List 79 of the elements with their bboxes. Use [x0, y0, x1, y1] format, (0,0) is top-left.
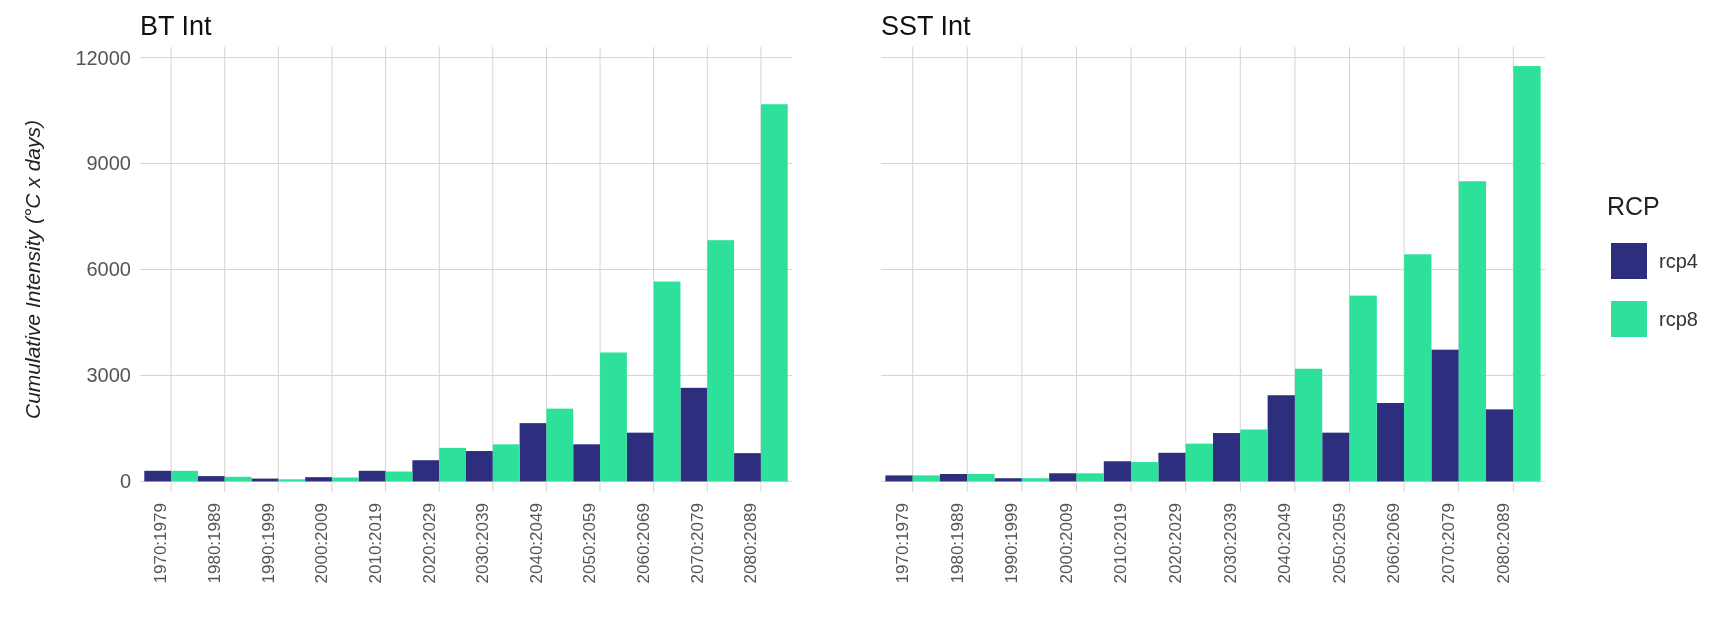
chart-title: SST Int [881, 11, 972, 41]
y-tick-label: 9000 [86, 152, 131, 175]
bar [1376, 403, 1405, 482]
bar [305, 477, 332, 482]
bar [1021, 478, 1050, 482]
bar [600, 352, 627, 482]
bar [1076, 473, 1104, 482]
x-tick-label: 2080:2089 [1493, 503, 1513, 584]
bar [734, 453, 761, 482]
bar [1103, 461, 1132, 482]
bar [358, 470, 386, 482]
x-tick-label: 1990:1999 [1002, 503, 1022, 584]
bar [939, 473, 968, 482]
x-tick-label: 2040:2049 [1275, 503, 1295, 584]
x-tick-label: 2070:2079 [687, 503, 707, 584]
bar [412, 460, 440, 482]
bar [1431, 349, 1459, 482]
bar [1213, 433, 1241, 482]
bar [1049, 473, 1077, 482]
bar [653, 281, 681, 482]
bar [1322, 432, 1350, 482]
x-tick-label: 2060:2069 [634, 503, 654, 584]
x-tick-label: 2050:2059 [580, 503, 600, 584]
bar [1349, 295, 1377, 482]
x-tick-label: 2000:2009 [1056, 503, 1076, 584]
bar [171, 470, 198, 482]
bar [144, 470, 172, 482]
x-tick-label: 2010:2019 [1111, 503, 1131, 584]
y-tick-label: 3000 [86, 364, 131, 387]
bar [1294, 368, 1323, 482]
bar [466, 451, 493, 482]
x-tick-label: 2010:2019 [365, 503, 385, 584]
x-tick-label: 1990:1999 [258, 503, 278, 584]
x-tick-label: 1970:1979 [151, 503, 171, 584]
y-axis-title: Cumulative Intensity (°C x days) [21, 120, 44, 419]
y-tick-label: 6000 [86, 258, 131, 281]
bar [994, 478, 1022, 482]
x-tick-label: 2020:2029 [1166, 503, 1186, 584]
bar [1131, 461, 1159, 482]
bar [707, 240, 735, 482]
x-tick-label: 2000:2009 [312, 503, 332, 584]
bar [278, 479, 306, 482]
x-tick-label: 2080:2089 [741, 503, 761, 584]
bar [573, 444, 601, 482]
bar [1404, 254, 1432, 482]
legend-title: RCP [1607, 192, 1660, 220]
y-tick-label: 12000 [75, 46, 131, 69]
x-tick-label: 1980:1989 [205, 503, 225, 584]
x-tick-label: 2040:2049 [526, 503, 546, 584]
bar [967, 473, 995, 482]
x-tick-label: 2030:2039 [1220, 503, 1240, 584]
bar [680, 387, 708, 482]
chart-title: BT Int [140, 11, 213, 41]
x-tick-label: 2030:2039 [473, 503, 493, 584]
bar [1267, 395, 1295, 482]
bar [912, 475, 940, 482]
x-tick-label: 1970:1979 [893, 503, 913, 584]
bar [1513, 66, 1541, 482]
bar [492, 444, 520, 482]
bar [546, 408, 574, 482]
bar [1458, 181, 1487, 482]
x-tick-label: 2070:2079 [1439, 503, 1459, 584]
x-tick-label: 1980:1989 [947, 503, 967, 584]
bar [760, 104, 788, 482]
bar [885, 475, 913, 482]
bar [197, 476, 225, 482]
bar [1158, 452, 1186, 482]
legend-label: rcp4 [1659, 250, 1698, 272]
y-tick-label: 0 [119, 470, 131, 493]
bar [519, 423, 547, 482]
bar [1486, 409, 1514, 482]
x-tick-label: 2060:2069 [1384, 503, 1404, 584]
legend-label: rcp8 [1659, 308, 1698, 330]
bar [1185, 443, 1213, 482]
bar [626, 432, 654, 482]
x-tick-label: 2050:2059 [1329, 503, 1349, 584]
x-tick-label: 2020:2029 [419, 503, 439, 584]
bar [1240, 429, 1268, 482]
bar [439, 447, 466, 482]
